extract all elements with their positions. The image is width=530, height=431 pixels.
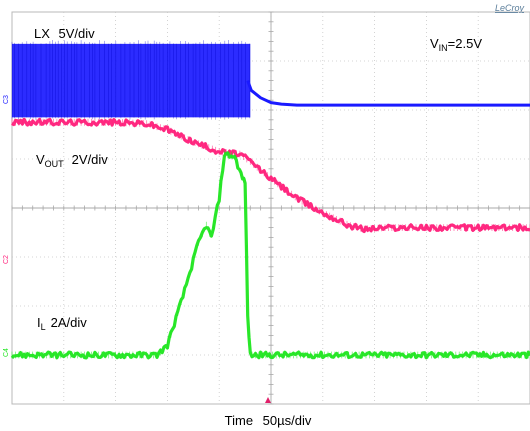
vout-label-scale: 2V/div xyxy=(72,152,109,167)
grid xyxy=(11,11,530,405)
lx-label-name: LX xyxy=(34,26,50,41)
lx-channel-marker: C3 xyxy=(3,95,10,104)
traces xyxy=(10,40,530,360)
trace-il xyxy=(10,150,530,360)
trace-lx xyxy=(11,40,530,120)
il-label: IL 2A/div xyxy=(37,315,87,332)
time-label-prefix: Time xyxy=(225,413,253,428)
vin-sub: IN xyxy=(439,43,448,53)
brand-label: LeCroy xyxy=(495,3,525,13)
vout-label-sub: OUT xyxy=(45,159,65,169)
lx-label: LX 5V/div xyxy=(34,26,95,41)
vin-value: =2.5V xyxy=(448,36,483,51)
vin-annotation: VIN=2.5V xyxy=(430,36,482,53)
trace-lx-transitions xyxy=(11,40,251,120)
trace-il-ripple xyxy=(11,150,529,359)
il-label-main: I xyxy=(37,315,41,330)
vout-label-main: V xyxy=(36,152,45,167)
il-label-scale: 2A/div xyxy=(51,315,88,330)
vout-label: VOUT 2V/div xyxy=(36,152,108,169)
channel-markers: C3 C2 C4 xyxy=(3,95,10,357)
vout-channel-marker: C2 xyxy=(3,255,10,264)
trace-vout xyxy=(11,117,530,234)
time-axis-label: Time 50µs/div xyxy=(225,413,312,428)
il-channel-marker: C4 xyxy=(3,348,10,357)
trace-lx-switching-band xyxy=(12,43,251,118)
trace-lx-line xyxy=(246,80,530,107)
time-label-scale: 50µs/div xyxy=(263,413,312,428)
trace-vout-ripple xyxy=(11,118,530,233)
vin-main: V xyxy=(430,36,439,51)
lx-label-scale: 5V/div xyxy=(59,26,96,41)
il-label-sub: L xyxy=(41,322,46,332)
trigger-position-marker xyxy=(265,397,271,403)
